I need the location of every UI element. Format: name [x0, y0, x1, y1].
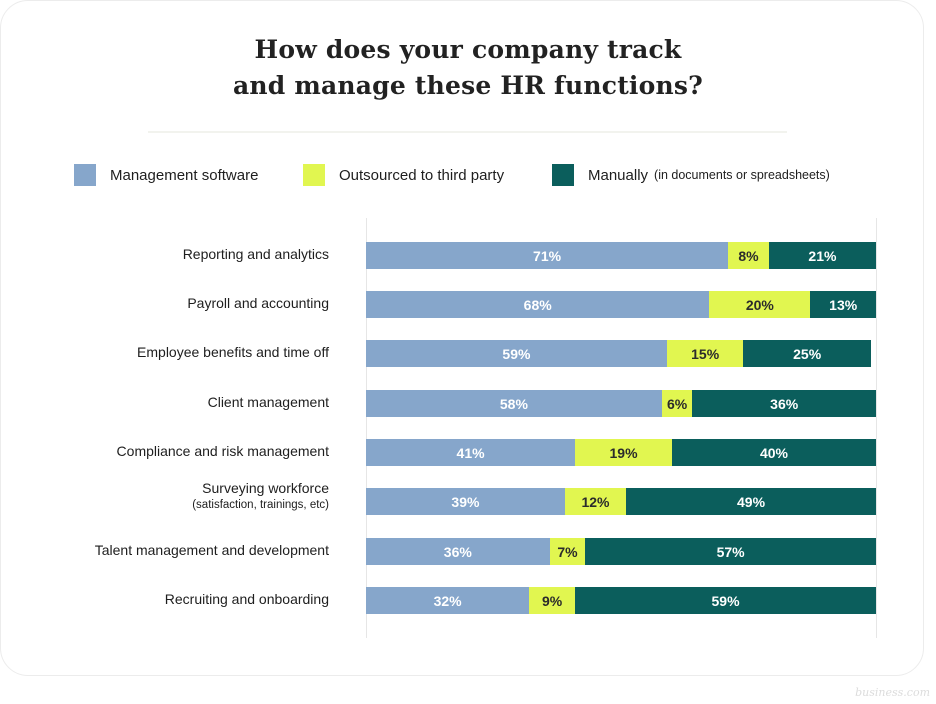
data-label: 40% — [759, 444, 788, 461]
watermark-logo: business.com — [855, 686, 930, 699]
stacked-bar: 36% 7% 57% — [366, 538, 876, 565]
data-label: 68% — [523, 296, 552, 313]
category-sublabel-text: (satisfaction, trainings, etc) — [192, 499, 329, 511]
bar-segment-manually: 59% — [575, 587, 876, 614]
legend-swatch-outsourced — [303, 164, 325, 186]
stacked-bar: 59% 15% 25% — [366, 340, 876, 367]
data-label: 8% — [738, 247, 759, 264]
legend-label-manually: Manually — [588, 166, 649, 184]
data-label: 59% — [502, 345, 531, 362]
data-label: 20% — [745, 296, 774, 313]
category-label-text: Recruiting and onboarding — [164, 591, 329, 607]
data-label: 32% — [433, 592, 462, 609]
chart-title-line-2: and manage these HR functions? — [232, 71, 704, 100]
data-label: 7% — [557, 543, 578, 560]
category-label: Client management — [208, 394, 329, 411]
bar-segment-outsourced: 19% — [575, 439, 672, 466]
bar-segment-management-software: 59% — [366, 340, 667, 367]
category-label-text: Employee benefits and time off — [137, 344, 329, 360]
bar-segment-management-software: 68% — [366, 291, 710, 318]
bar-segment-manually: 49% — [626, 488, 876, 515]
data-label: 6% — [666, 395, 688, 412]
axis-line-right — [876, 218, 877, 638]
data-label: 36% — [770, 395, 799, 412]
bar-segment-manually: 13% — [810, 291, 876, 318]
bar-segment-management-software: 71% — [366, 242, 729, 269]
chart-title-line-1: How does your company track — [254, 35, 682, 64]
legend-item-outsourced: Outsourced to third party — [303, 164, 504, 186]
bar-segment-management-software: 32% — [366, 587, 530, 614]
category-label: Payroll and accounting — [187, 295, 329, 312]
category-label-text: Client management — [207, 394, 329, 410]
stacked-bar: 32% 9% 59% — [366, 587, 876, 614]
data-label: 19% — [609, 444, 638, 461]
bar-segment-outsourced: 20% — [709, 291, 811, 318]
bar-segment-outsourced: 6% — [661, 390, 693, 417]
data-label: 59% — [711, 592, 740, 609]
legend-sublabel-manually: (in documents or spreadsheets) — [654, 168, 830, 182]
bar-segment-manually: 25% — [743, 340, 871, 367]
data-label: 13% — [829, 296, 858, 313]
category-label-text: Payroll and accounting — [187, 295, 329, 311]
category-label: Compliance and risk management — [117, 443, 329, 460]
bar-segment-outsourced: 9% — [529, 587, 576, 614]
legend-swatch-manually — [552, 164, 574, 186]
category-label-text: Talent management and development — [94, 542, 329, 558]
bar-segment-outsourced: 8% — [728, 242, 769, 269]
bar-segment-management-software: 58% — [366, 390, 662, 417]
data-label: 15% — [691, 345, 720, 362]
bar-segment-management-software: 39% — [366, 488, 565, 515]
data-label: 41% — [456, 444, 485, 461]
legend-item-manually: Manually (in documents or spreadsheets) — [552, 164, 830, 186]
bar-segment-management-software: 36% — [366, 538, 550, 565]
bar-segment-outsourced: 7% — [549, 538, 586, 565]
bar-segment-manually: 40% — [671, 439, 876, 466]
legend-label-management-software: Management software — [110, 166, 259, 184]
bar-segment-manually: 36% — [692, 390, 876, 417]
stacked-bar: 68% 20% 13% — [366, 291, 876, 318]
data-label: 21% — [808, 247, 837, 264]
data-label: 25% — [793, 345, 822, 362]
data-label: 49% — [737, 493, 766, 510]
category-label-text: Reporting and analytics — [182, 246, 329, 262]
category-label-text: Compliance and risk management — [116, 443, 329, 459]
stacked-bar: 71% 8% 21% — [366, 242, 876, 269]
data-label: 71% — [533, 247, 562, 264]
stacked-bar: 39% 12% 49% — [366, 488, 876, 515]
axis-line-left — [366, 218, 367, 638]
data-label: 9% — [542, 592, 563, 609]
title-divider — [148, 131, 787, 133]
data-label: 12% — [581, 493, 610, 510]
bar-segment-outsourced: 12% — [564, 488, 627, 515]
category-label: Surveying workforce (satisfaction, traini… — [192, 480, 329, 513]
stacked-bar: 41% 19% 40% — [366, 439, 876, 466]
category-label: Talent management and development — [95, 542, 329, 559]
chart-title: How does your company track and manage t… — [0, 32, 936, 104]
category-label: Employee benefits and time off — [137, 344, 329, 361]
category-label-text: Surveying workforce — [202, 480, 329, 496]
legend-swatch-management-software — [74, 164, 96, 186]
stacked-bar: 58% 6% 36% — [366, 390, 876, 417]
legend-item-management-software: Management software — [74, 164, 258, 186]
legend-label-outsourced: Outsourced to third party — [339, 166, 505, 184]
data-label: 39% — [451, 493, 480, 510]
bar-segment-management-software: 41% — [366, 439, 576, 466]
category-label: Recruiting and onboarding — [165, 591, 329, 608]
data-label: 57% — [716, 543, 745, 560]
data-label: 36% — [443, 543, 472, 560]
bar-segment-outsourced: 15% — [666, 340, 744, 367]
category-label: Reporting and analytics — [183, 246, 329, 263]
bar-segment-manually: 21% — [768, 242, 876, 269]
bar-segment-manually: 57% — [585, 538, 876, 565]
data-label: 58% — [499, 395, 528, 412]
